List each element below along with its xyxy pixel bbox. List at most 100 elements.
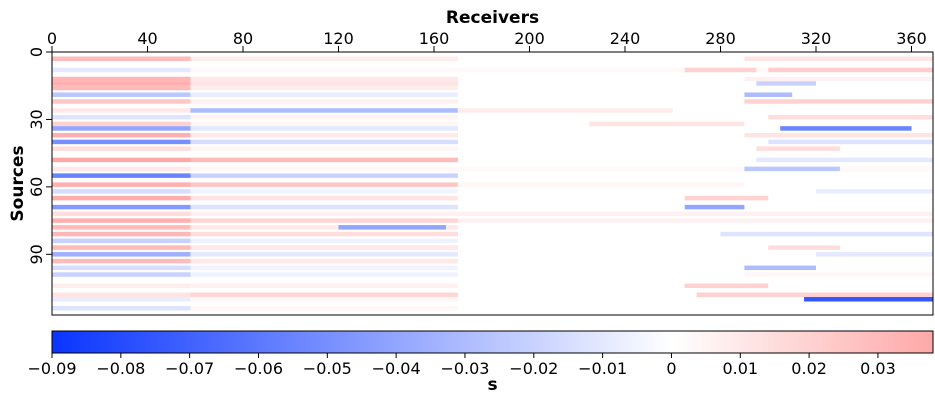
heatmap-cell	[190, 292, 458, 298]
heatmap-cell	[52, 76, 191, 82]
heatmap-cell	[190, 121, 458, 127]
plot-frame	[51, 51, 934, 316]
heatmap-cell	[744, 76, 933, 82]
heatmap-cell	[190, 67, 934, 73]
colorbar-tick-label: −0.09	[27, 359, 76, 378]
heatmap-cell	[52, 182, 191, 187]
heatmap-cell	[190, 265, 458, 271]
x-axis-ticks: 0 40 80 120 160 200 240 280 320 360	[47, 29, 927, 52]
colorbar-tick-label: −0.06	[234, 359, 283, 378]
heatmap-cell	[52, 272, 191, 277]
heatmap-cell	[816, 252, 933, 257]
heatmap-cell	[190, 238, 458, 244]
heatmap-cell	[190, 182, 458, 187]
heatmap-cell	[52, 92, 191, 97]
colorbar	[51, 330, 934, 354]
heatmap-cell	[744, 132, 933, 138]
heatmap-cell	[52, 114, 191, 120]
heatmap-cell	[52, 121, 191, 127]
heatmap-cell	[190, 85, 458, 91]
heatmap-cell	[768, 245, 840, 250]
heatmap-cell	[190, 173, 458, 178]
heatmap-cell	[190, 81, 458, 86]
heatmap-cell	[190, 132, 458, 138]
x-tick-label: 240	[610, 29, 641, 48]
heatmap-cell	[768, 114, 933, 120]
x-tick-label: 120	[323, 29, 354, 48]
heatmap-cell	[190, 146, 458, 151]
heatmap-cell	[756, 157, 933, 163]
heatmap-cell	[190, 166, 934, 172]
heatmap-cell	[52, 67, 191, 73]
x-tick-label: 160	[419, 29, 450, 48]
y-tick-label: 0	[27, 47, 46, 57]
heatmap-cells	[52, 52, 934, 315]
x-tick-label: 0	[47, 29, 57, 48]
heatmap-cell	[52, 204, 191, 210]
heatmap-cell	[52, 166, 191, 172]
heatmap-cell	[52, 85, 191, 91]
heatmap-cell	[720, 231, 933, 237]
heatmap-cell	[190, 195, 458, 201]
heatmap-cell	[52, 139, 191, 145]
heatmap-cell	[190, 297, 458, 302]
heatmap-cell	[52, 99, 191, 104]
heatmap-cell	[190, 114, 458, 120]
colorbar-tick-label: −0.08	[96, 359, 145, 378]
heatmap-cell	[744, 272, 933, 277]
heatmap-cell	[52, 81, 191, 86]
y-tick-label: 90	[27, 244, 46, 264]
heatmap-cell	[756, 81, 817, 86]
heatmap-cell	[744, 56, 933, 61]
heatmap-cell	[52, 225, 191, 230]
heatmap-cell	[52, 245, 191, 250]
heatmap-cell	[52, 108, 191, 113]
heatmap-cell	[190, 108, 458, 113]
heatmap-cell	[52, 265, 191, 271]
heatmap-cell	[190, 252, 458, 257]
heatmap-cell	[52, 306, 191, 311]
heatmap-cell	[744, 92, 793, 97]
heatmap-cell	[190, 189, 458, 194]
heatmap-cell	[684, 195, 769, 201]
colorbar-tick-label: −0.03	[440, 359, 489, 378]
heatmap-cell	[190, 139, 458, 145]
heatmap-cell	[684, 204, 745, 210]
x-tick-label: 200	[514, 29, 545, 48]
heatmap-cell	[52, 56, 191, 61]
heatmap-cell	[190, 211, 934, 217]
heatmap-cell	[52, 126, 191, 131]
colorbar-tick-label: −0.01	[578, 359, 627, 378]
heatmap-cell	[684, 67, 757, 73]
heatmap-cell	[457, 182, 745, 187]
heatmap-cell	[338, 225, 446, 230]
heatmap-cell	[190, 204, 458, 210]
heatmap-cell	[52, 297, 191, 302]
heatmap-cell	[684, 283, 769, 289]
heatmap-cell	[589, 121, 745, 127]
heatmap-cell	[52, 218, 191, 223]
heatmap-cell	[52, 258, 191, 264]
colorbar-tick-label: 0.02	[791, 359, 827, 378]
heatmap-cell	[52, 157, 191, 163]
y-tick-label: 30	[27, 109, 46, 129]
heatmap-cell	[744, 99, 933, 104]
colorbar-tick-label: −0.02	[509, 359, 558, 378]
heatmap-cell	[190, 272, 458, 277]
heatmap-cell	[190, 92, 458, 97]
heatmap-cell	[52, 283, 191, 289]
heatmap-cell	[52, 146, 191, 151]
colorbar-tick-label: 0	[666, 359, 676, 378]
heatmap-cell	[696, 292, 933, 298]
heatmap-cell	[190, 283, 458, 289]
heatmap-cell	[190, 245, 458, 250]
heatmap-cell	[52, 173, 191, 178]
x-tick-label: 40	[137, 29, 157, 48]
heatmap-cell	[52, 211, 191, 217]
colorbar-tick-label: 0.01	[722, 359, 758, 378]
heatmap-cell	[52, 189, 191, 194]
heatmap-cell	[52, 195, 191, 201]
heatmap-cell	[190, 76, 458, 82]
